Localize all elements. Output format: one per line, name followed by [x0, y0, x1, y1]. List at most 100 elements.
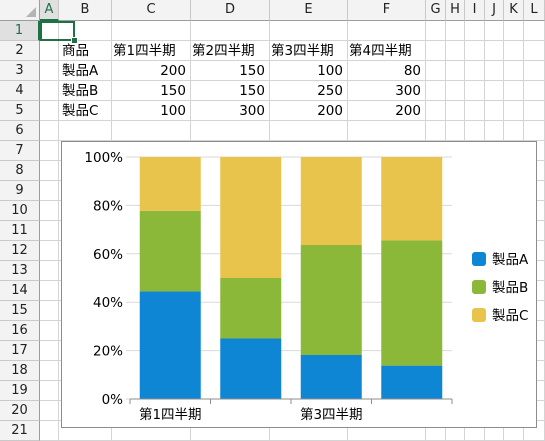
cell-L6[interactable] [524, 121, 545, 141]
cell-A3[interactable] [40, 61, 59, 81]
row-header-21[interactable]: 21 [0, 421, 40, 441]
cell-A6[interactable] [40, 121, 59, 141]
cell-I1[interactable] [465, 21, 485, 41]
cell-A14[interactable] [40, 281, 59, 301]
cell-G4[interactable] [426, 81, 446, 101]
cell-J2[interactable] [485, 41, 504, 61]
bar-segment[interactable] [220, 278, 282, 339]
bar-segment[interactable] [381, 240, 443, 366]
cell-I6[interactable] [465, 121, 485, 141]
row-header-2[interactable]: 2 [0, 41, 40, 61]
row-header-3[interactable]: 3 [0, 61, 40, 81]
cell-G6[interactable] [426, 121, 446, 141]
column-header-E[interactable]: E [270, 0, 348, 21]
cell-K6[interactable] [504, 121, 524, 141]
column-header-H[interactable]: H [446, 0, 465, 21]
bar-segment[interactable] [139, 210, 201, 292]
cell-B6[interactable] [59, 121, 112, 141]
cell-B3[interactable] [59, 61, 112, 81]
cell-B1[interactable] [59, 21, 112, 41]
cell-G3[interactable] [426, 61, 446, 81]
cell-H6[interactable] [446, 121, 465, 141]
cell-H4[interactable] [446, 81, 465, 101]
column-header-A[interactable]: A [40, 0, 59, 21]
cell-F2[interactable] [348, 41, 426, 61]
cell-I4[interactable] [465, 81, 485, 101]
cell-L4[interactable] [524, 81, 545, 101]
row-header-5[interactable]: 5 [0, 101, 40, 121]
cell-K3[interactable] [504, 61, 524, 81]
bar-segment[interactable] [381, 157, 443, 241]
cell-H5[interactable] [446, 101, 465, 121]
cell-A11[interactable] [40, 221, 59, 241]
cell-I5[interactable] [465, 101, 485, 121]
cell-A20[interactable] [40, 401, 59, 421]
row-header-13[interactable]: 13 [0, 261, 40, 281]
cell-L3[interactable] [524, 61, 545, 81]
cell-E5[interactable] [270, 101, 348, 121]
cell-B2[interactable] [59, 41, 112, 61]
cell-A5[interactable] [40, 101, 59, 121]
cell-L1[interactable] [524, 21, 545, 41]
row-header-8[interactable]: 8 [0, 161, 40, 181]
cell-D2[interactable] [191, 41, 270, 61]
cell-D4[interactable] [191, 81, 270, 101]
row-header-16[interactable]: 16 [0, 321, 40, 341]
cell-K4[interactable] [504, 81, 524, 101]
cell-I3[interactable] [465, 61, 485, 81]
bar-segment[interactable] [300, 355, 362, 399]
cell-A21[interactable] [40, 421, 59, 441]
cell-D6[interactable] [191, 121, 270, 141]
bar-segment[interactable] [220, 338, 282, 400]
cell-A12[interactable] [40, 241, 59, 261]
cell-A13[interactable] [40, 261, 59, 281]
cell-A9[interactable] [40, 181, 59, 201]
cell-G5[interactable] [426, 101, 446, 121]
cell-E1[interactable] [270, 21, 348, 41]
row-header-9[interactable]: 9 [0, 181, 40, 201]
cell-C4[interactable] [112, 81, 191, 101]
cell-K2[interactable] [504, 41, 524, 61]
cell-I2[interactable] [465, 41, 485, 61]
row-header-11[interactable]: 11 [0, 221, 40, 241]
cell-K1[interactable] [504, 21, 524, 41]
cell-B4[interactable] [59, 81, 112, 101]
cell-K5[interactable] [504, 101, 524, 121]
column-header-D[interactable]: D [191, 0, 270, 21]
column-header-L[interactable]: L [524, 0, 545, 21]
cell-A18[interactable] [40, 361, 59, 381]
row-header-18[interactable]: 18 [0, 361, 40, 381]
bar-segment[interactable] [139, 157, 201, 211]
cell-L5[interactable] [524, 101, 545, 121]
cell-A19[interactable] [40, 381, 59, 401]
bar-segment[interactable] [300, 157, 362, 245]
row-header-19[interactable]: 19 [0, 381, 40, 401]
cell-D1[interactable] [191, 21, 270, 41]
row-header-1[interactable]: 1 [0, 21, 40, 41]
cell-J6[interactable] [485, 121, 504, 141]
cell-A8[interactable] [40, 161, 59, 181]
cell-G2[interactable] [426, 41, 446, 61]
cell-A4[interactable] [40, 81, 59, 101]
cell-J1[interactable] [485, 21, 504, 41]
cell-E2[interactable] [270, 41, 348, 61]
cell-E3[interactable] [270, 61, 348, 81]
column-header-C[interactable]: C [112, 0, 191, 21]
bar-segment[interactable] [300, 245, 362, 355]
cell-H2[interactable] [446, 41, 465, 61]
cell-E6[interactable] [270, 121, 348, 141]
cell-C3[interactable] [112, 61, 191, 81]
row-header-12[interactable]: 12 [0, 241, 40, 261]
cell-E4[interactable] [270, 81, 348, 101]
bar-segment[interactable] [220, 157, 282, 278]
row-header-17[interactable]: 17 [0, 341, 40, 361]
column-header-F[interactable]: F [348, 0, 426, 21]
cell-A15[interactable] [40, 301, 59, 321]
cell-F4[interactable] [348, 81, 426, 101]
cell-C5[interactable] [112, 101, 191, 121]
bar-segment[interactable] [381, 365, 443, 399]
column-header-B[interactable]: B [59, 0, 112, 21]
cell-D5[interactable] [191, 101, 270, 121]
cell-C2[interactable] [112, 41, 191, 61]
row-header-14[interactable]: 14 [0, 281, 40, 301]
